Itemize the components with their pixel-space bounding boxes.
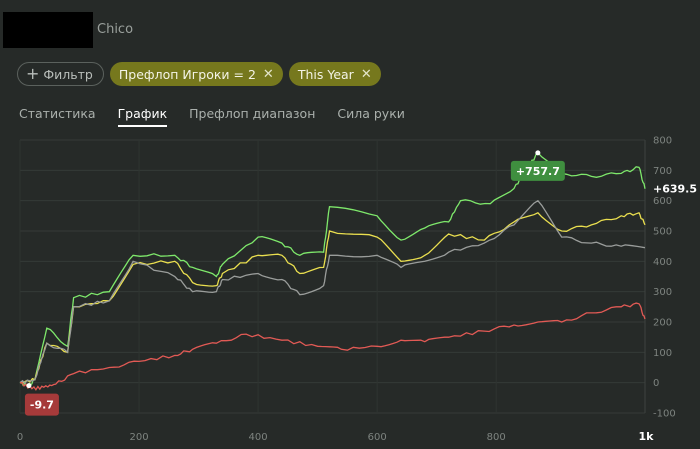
redacted-player-block: [3, 12, 93, 48]
x-tick-label: 600: [368, 432, 387, 443]
filter-chip-preflop-players[interactable]: Префлоп Игроки = 2 ✕: [109, 62, 283, 86]
close-icon[interactable]: ✕: [360, 66, 372, 82]
max-point-marker: [535, 150, 541, 156]
series-line-3: [19, 302, 646, 391]
y-tick-label: 700: [653, 166, 672, 177]
series-line-0: [19, 151, 646, 388]
min-point-marker: [26, 383, 32, 389]
close-icon[interactable]: ✕: [262, 66, 274, 82]
y-tick-label: -100: [653, 409, 676, 420]
series-line-1: [19, 211, 646, 384]
series-line-2: [19, 199, 646, 385]
max-badge: [510, 160, 565, 181]
chart-annotations: +757.7 -9.7 +639.5: [24, 150, 697, 416]
filter-chip-this-year[interactable]: This Year ✕: [288, 62, 381, 86]
y-tick-label: 500: [653, 227, 672, 238]
y-tick-label: 600: [653, 196, 672, 207]
filter-chip-label: Префлоп Игроки = 2: [118, 66, 256, 82]
y-tick-label: 100: [653, 348, 672, 359]
chart-series: [19, 151, 646, 391]
x-tick-label: 400: [249, 432, 268, 443]
final-value-label: +639.5: [653, 183, 697, 196]
y-tick-label: 400: [653, 257, 672, 268]
x-tick-label: 800: [487, 432, 506, 443]
add-filter-button[interactable]: + Фильтр: [17, 62, 104, 86]
max-badge-label: +757.7: [516, 165, 560, 178]
tab-preflop-range[interactable]: Префлоп диапазон: [189, 106, 316, 121]
x-end-label: 1k: [639, 430, 655, 443]
y-tick-label: 800: [653, 136, 672, 147]
min-badge-label: -9.7: [30, 399, 54, 412]
x-tick-label: 200: [130, 432, 149, 443]
y-tick-label: 300: [653, 287, 672, 298]
tab-graph[interactable]: График: [117, 106, 168, 127]
min-badge: [24, 393, 59, 416]
x-tick-label: 0: [17, 432, 23, 443]
tab-hand-strength[interactable]: Сила руки: [337, 106, 405, 121]
tab-bar: Статистика График Префлоп диапазон Сила …: [19, 106, 405, 127]
y-tick-label: 0: [653, 378, 659, 389]
filter-chip-label: This Year: [297, 66, 354, 82]
filter-bar: + Фильтр Префлоп Игроки = 2 ✕ This Year …: [17, 62, 381, 86]
player-name: Chico: [97, 22, 134, 37]
y-tick-label: 200: [653, 318, 672, 329]
tab-statistics[interactable]: Статистика: [19, 106, 96, 121]
plus-icon: +: [26, 64, 40, 83]
add-filter-label: Фильтр: [43, 66, 93, 82]
